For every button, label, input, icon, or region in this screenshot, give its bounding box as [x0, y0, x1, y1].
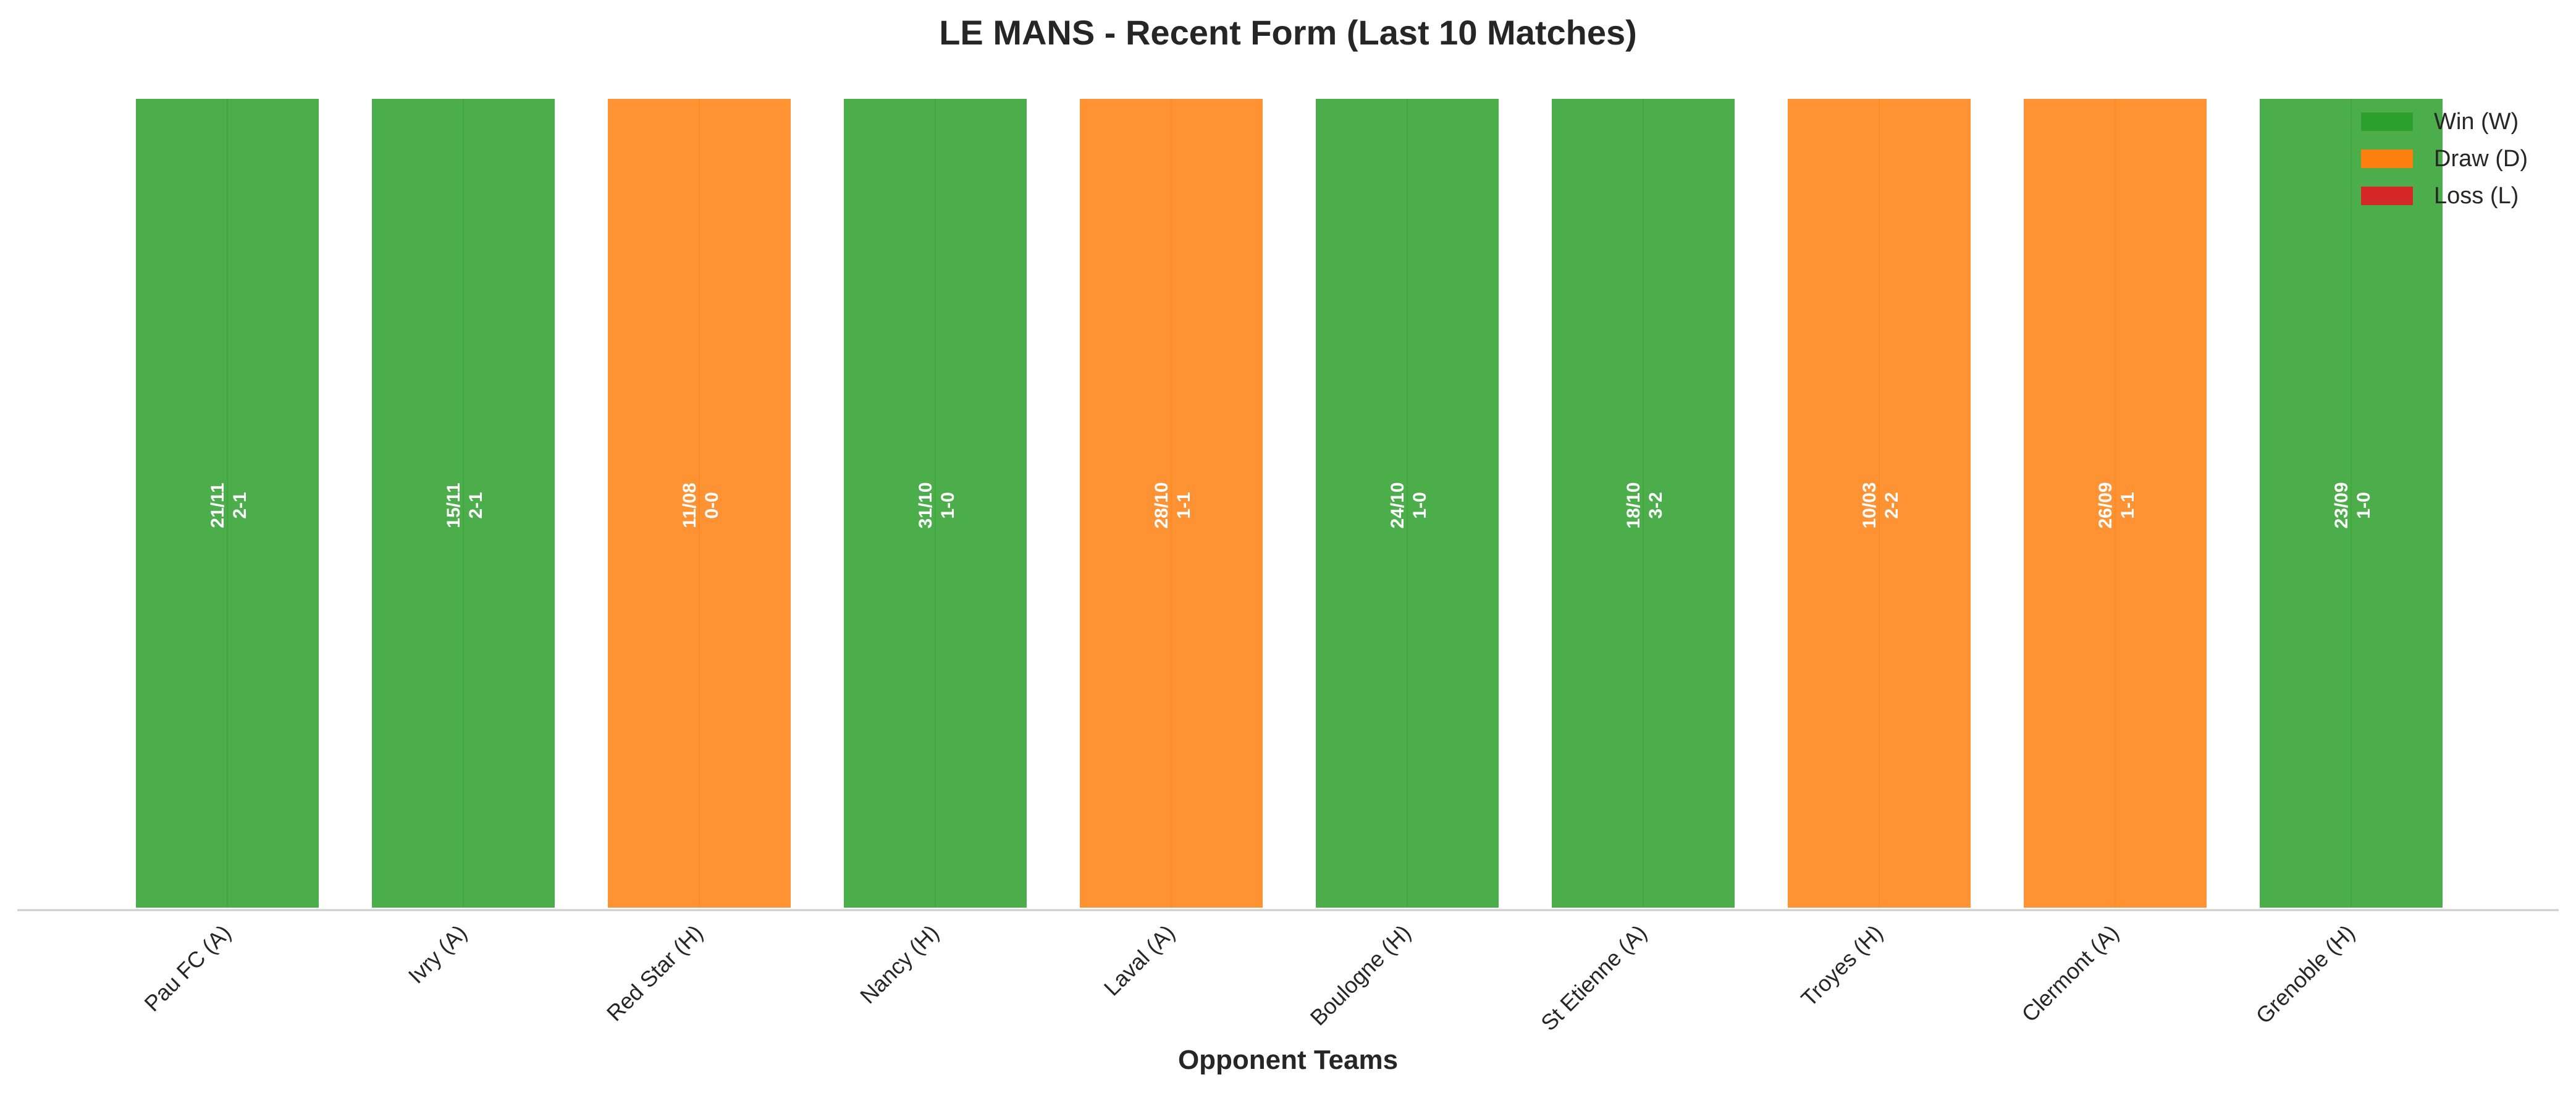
bar-date-label: 26/09 — [2095, 482, 2116, 528]
bar-data-label: 18/10 3-2 — [1623, 482, 1666, 528]
bar-date-label: 18/10 — [1623, 482, 1644, 528]
bar-pau-fc-a — [133, 96, 321, 910]
bar-ivry-a — [369, 96, 557, 910]
bar-laval-a — [1077, 96, 1265, 910]
bar-date-label: 11/08 — [680, 483, 700, 528]
bar-clermont-a — [2021, 96, 2209, 910]
bar-date-label: 31/10 — [915, 482, 936, 528]
bar-data-label: 15/11 2-1 — [444, 483, 486, 528]
bar-data-label: 11/08 0-0 — [680, 483, 722, 528]
legend-swatch-w — [2361, 112, 2413, 131]
x-axis-label: Opponent Teams — [1178, 1045, 1398, 1075]
bar-data-label: 23/09 1-0 — [2331, 482, 2374, 528]
bars-layer: 21/11 2-1 15/11 2-1 11/08 0-0 31/10 1-0 28/10 1-1… — [133, 96, 2445, 910]
x-tick-label: Clermont (A) — [2016, 920, 2123, 1027]
x-tick-label: Laval (A) — [1099, 920, 1180, 1001]
legend-swatch-d — [2361, 150, 2413, 168]
chart-title: LE MANS - Recent Form (Last 10 Matches) — [939, 13, 1637, 52]
x-tick-label: St Etienne (A) — [1536, 920, 1651, 1036]
legend-label-d: Draw (D) — [2434, 146, 2528, 172]
bar-nancy-h — [841, 96, 1029, 910]
x-tick-label: Nancy (H) — [855, 920, 944, 1009]
bar-troyes-h — [1785, 96, 1973, 910]
bar-data-label: 24/10 1-0 — [1387, 482, 1430, 528]
bar-score-label: 1-0 — [2354, 492, 2374, 518]
bar-red-star-h — [605, 96, 793, 910]
bar-score-label: 1-1 — [2118, 492, 2138, 518]
bar-data-label: 31/10 1-0 — [915, 482, 958, 528]
bar-data-label: 10/03 2-2 — [1859, 482, 1902, 528]
bar-score-label: 2-1 — [230, 492, 250, 518]
x-tick-label: Ivry (A) — [403, 920, 472, 989]
x-tick-label: Pau FC (A) — [139, 920, 235, 1016]
bar-st-etienne-a — [1549, 96, 1737, 910]
bar-date-label: 23/09 — [2331, 482, 2352, 528]
bar-date-label: 24/10 — [1387, 482, 1408, 528]
bar-score-label: 0-0 — [702, 492, 722, 518]
bar-score-label: 2-2 — [1882, 492, 1902, 518]
bar-date-label: 10/03 — [1859, 482, 1880, 528]
bar-boulogne-h — [1313, 96, 1501, 910]
legend-label-l: Loss (L) — [2434, 183, 2519, 209]
bar-date-label: 28/10 — [1151, 482, 1172, 528]
bar-data-label: 28/10 1-1 — [1151, 482, 1194, 528]
bar-score-label: 1-0 — [938, 492, 958, 518]
bar-score-label: 1-1 — [1174, 492, 1194, 518]
bar-data-label: 21/11 2-1 — [208, 483, 250, 528]
legend-label-w: Win (W) — [2434, 109, 2519, 135]
x-tick-label: Red Star (H) — [602, 920, 708, 1026]
x-tick-labels: Pau FC (A) Ivry (A) Red Star (H) Nancy (H) L… — [139, 920, 2359, 1036]
bar-grenoble-h — [2257, 96, 2445, 910]
x-tick-label: Grenoble (H) — [2251, 920, 2360, 1029]
bar-score-label: 1-0 — [1410, 492, 1430, 518]
x-tick-label: Troyes (H) — [1796, 920, 1887, 1011]
bar-date-label: 21/11 — [208, 483, 228, 528]
bar-date-label: 15/11 — [444, 483, 464, 528]
legend-swatch-l — [2361, 187, 2413, 205]
x-tick-label: Boulogne (H) — [1305, 920, 1416, 1031]
bar-score-label: 2-1 — [466, 492, 486, 518]
legend: Win (W) Draw (D) Loss (L) — [2361, 109, 2528, 209]
bar-data-label: 26/09 1-1 — [2095, 482, 2138, 528]
bar-score-label: 3-2 — [1646, 492, 1666, 518]
